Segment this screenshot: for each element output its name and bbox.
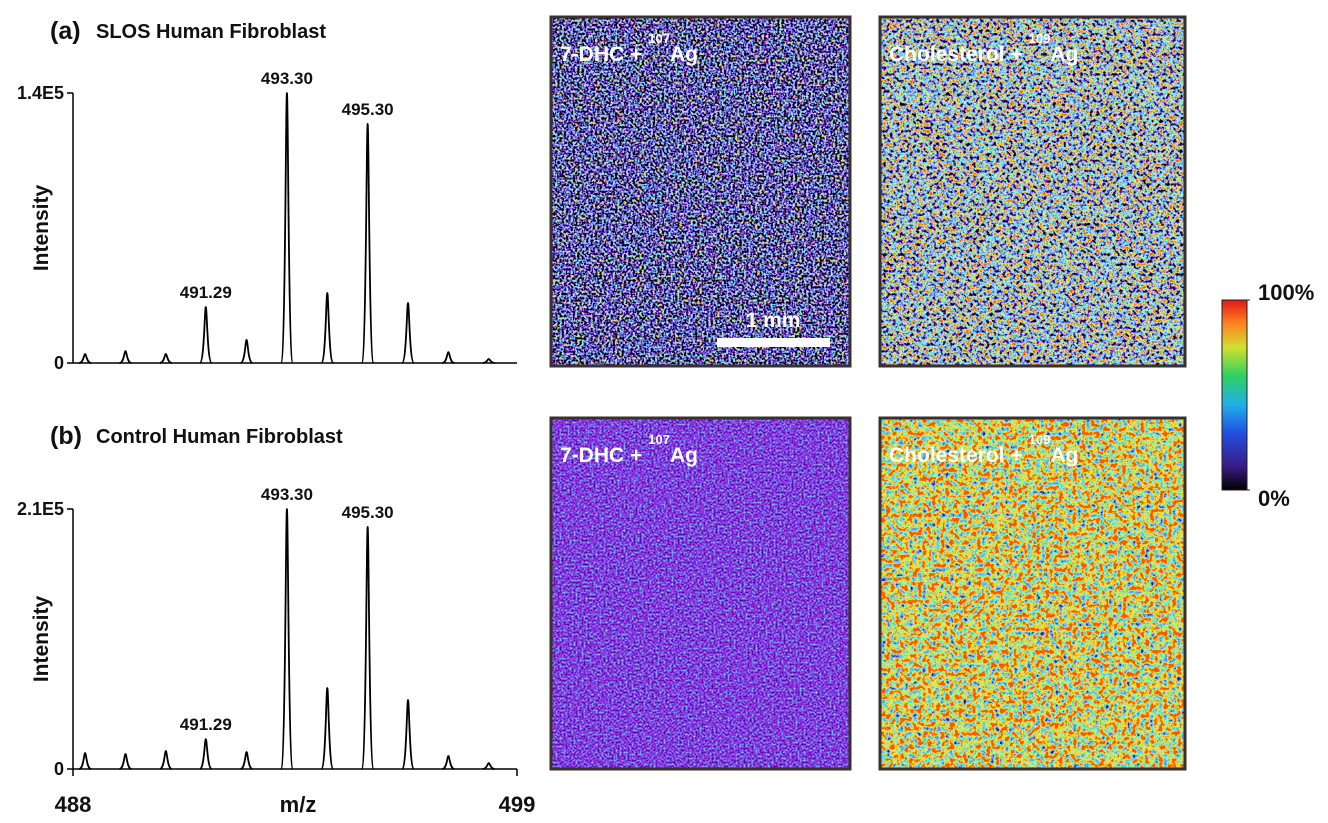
panel-label: (b) bbox=[50, 422, 82, 450]
panel-label: (a) bbox=[50, 17, 81, 45]
peak bbox=[360, 122, 375, 364]
element: Ag bbox=[1050, 43, 1078, 66]
x-tick-label: 488 bbox=[55, 792, 92, 817]
peak-label: 491.29 bbox=[180, 715, 232, 734]
image-label-text: Cholesterol + bbox=[889, 43, 1023, 66]
image-label: Cholesterol + 109Ag bbox=[889, 31, 1078, 66]
ms-image bbox=[551, 17, 850, 366]
ms-image bbox=[880, 17, 1185, 366]
y-tick-label: 1.4E5 bbox=[17, 83, 64, 103]
image-panels bbox=[549, 15, 1187, 771]
isotope: 109 bbox=[1029, 31, 1051, 46]
peak bbox=[280, 92, 294, 364]
scale-bar-label: 1 mm bbox=[746, 309, 801, 332]
colorbar-label: 0% bbox=[1258, 486, 1290, 511]
peak bbox=[198, 738, 213, 770]
image-label: 7-DHC + 107Ag bbox=[560, 432, 698, 467]
ms-image bbox=[551, 418, 850, 769]
colorbar bbox=[1221, 299, 1248, 491]
peak bbox=[360, 526, 375, 770]
y-tick-label: 0 bbox=[54, 353, 64, 373]
image-label: Cholesterol + 109Ag bbox=[889, 432, 1078, 467]
peak bbox=[401, 302, 415, 364]
y-tick-label: 0 bbox=[54, 759, 64, 779]
chart-title: SLOS Human Fibroblast bbox=[96, 21, 326, 43]
peak bbox=[482, 762, 495, 770]
image-label: 7-DHC + 107Ag bbox=[560, 31, 698, 66]
peak bbox=[280, 508, 294, 770]
image-border bbox=[549, 15, 852, 368]
peak bbox=[159, 750, 173, 770]
x-tick-label: 499 bbox=[499, 792, 536, 817]
peak bbox=[320, 292, 335, 364]
peak bbox=[240, 338, 254, 364]
ms-image bbox=[880, 418, 1185, 769]
peak-label: 495.30 bbox=[342, 503, 394, 522]
peak bbox=[442, 755, 455, 770]
peak bbox=[119, 753, 132, 770]
element: Ag bbox=[670, 444, 698, 467]
y-tick-label: 2.1E5 bbox=[17, 499, 64, 519]
peak bbox=[442, 351, 455, 364]
peak bbox=[78, 353, 92, 364]
image-label-text: Cholesterol + bbox=[889, 444, 1023, 467]
peak bbox=[198, 306, 213, 364]
scale-bar bbox=[717, 338, 830, 347]
peak-label: 495.30 bbox=[342, 100, 394, 119]
peak bbox=[119, 350, 132, 364]
image-border bbox=[878, 15, 1187, 368]
peak bbox=[401, 699, 415, 770]
y-axis-label: Intensity bbox=[30, 596, 53, 683]
peak-label: 491.29 bbox=[180, 283, 232, 302]
peak bbox=[240, 751, 253, 770]
isotope: 109 bbox=[1029, 432, 1051, 447]
image-border bbox=[549, 416, 852, 771]
element: Ag bbox=[670, 43, 698, 66]
element: Ag bbox=[1050, 444, 1078, 467]
peak bbox=[78, 752, 92, 770]
x-axis-label: m/z bbox=[280, 792, 317, 817]
image-border bbox=[878, 416, 1187, 771]
isotope: 107 bbox=[648, 31, 670, 46]
peak bbox=[159, 353, 173, 364]
peak-label: 493.30 bbox=[261, 485, 313, 504]
peak bbox=[482, 358, 495, 364]
peak bbox=[320, 687, 335, 770]
peak-label: 493.30 bbox=[261, 69, 313, 88]
image-label-text: 7-DHC + bbox=[560, 444, 642, 467]
image-label-text: 7-DHC + bbox=[560, 43, 642, 66]
colorbar-label: 100% bbox=[1258, 280, 1314, 305]
y-axis-label: Intensity bbox=[30, 185, 53, 272]
isotope: 107 bbox=[648, 432, 670, 447]
chart-title: Control Human Fibroblast bbox=[96, 426, 343, 448]
